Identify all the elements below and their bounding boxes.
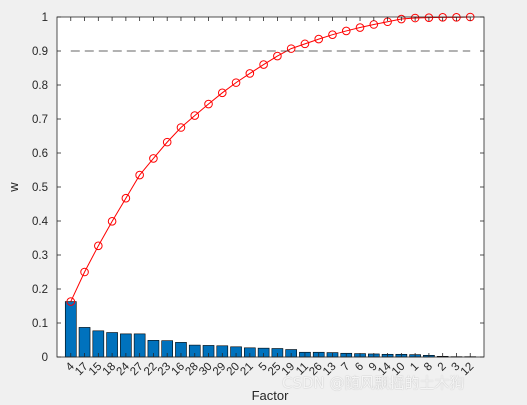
cumulative-point-24 <box>121 193 131 203</box>
cumulative-point-11 <box>300 39 310 49</box>
cumulative-point-27 <box>135 170 144 180</box>
bar-17 <box>78 327 91 358</box>
y-tick-label: 0.5 <box>32 182 48 194</box>
cumulative-point-6 <box>355 23 365 32</box>
cumulative-point-8 <box>424 13 434 22</box>
watermark: CSDN @随风飘摇的土木狗 <box>282 374 465 392</box>
cumulative-point-22 <box>149 154 158 163</box>
plot-area <box>57 17 484 357</box>
y-tick-label: 1 <box>42 12 48 24</box>
cumulative-point-19 <box>286 44 296 53</box>
x-axis-label: Factor <box>252 388 290 403</box>
cumulative-point-21 <box>245 69 255 78</box>
y-axis-label: w <box>6 182 21 193</box>
y-tick-label: 0.2 <box>32 284 48 296</box>
x-tick-label: 21 <box>238 361 256 379</box>
y-ticks: 0 0.1 0.2 0.3 0.4 0.5 0.6 0.7 0.8 0.9 1 <box>32 12 484 364</box>
cumulative-point-28 <box>190 111 200 120</box>
cumulative-point-30 <box>204 99 213 109</box>
cumulative-point-1 <box>410 13 420 23</box>
y-tick-label: 0.4 <box>32 216 49 228</box>
cumulative-point-29 <box>217 88 227 98</box>
y-tick-label: 0.8 <box>32 80 48 92</box>
y-tick-label: 0.9 <box>32 46 48 58</box>
cumulative-point-10 <box>397 14 406 24</box>
y-tick-label: 0.6 <box>32 148 48 160</box>
cumulative-point-23 <box>162 137 172 147</box>
bar-4 <box>64 301 77 358</box>
cumulative-point-15 <box>94 241 103 251</box>
cumulative-point-17 <box>80 267 89 277</box>
cumulative-point-26 <box>314 34 324 44</box>
y-tick-label: 0.7 <box>32 114 48 126</box>
y-tick-label: 0.3 <box>32 250 48 262</box>
y-tick-label: 0.1 <box>32 318 48 330</box>
cumulative-line <box>70 16 471 302</box>
y-tick-label: 0 <box>42 352 48 364</box>
cumulative-point-16 <box>176 123 186 132</box>
cumulative-point-20 <box>231 78 241 87</box>
cumulative-point-7 <box>341 26 351 36</box>
cumulative-point-25 <box>273 51 282 61</box>
cumulative-point-4 <box>66 297 76 306</box>
cumulative-point-5 <box>259 60 268 69</box>
cumulative-point-13 <box>328 30 337 39</box>
cumulative-point-18 <box>107 217 117 226</box>
